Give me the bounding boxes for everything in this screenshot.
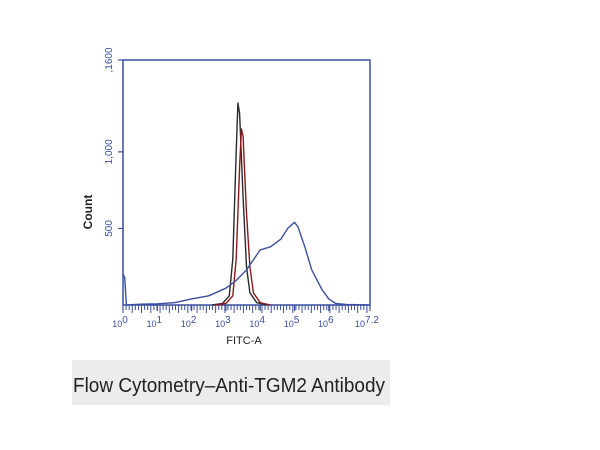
x-tick-label: 100 <box>112 315 128 329</box>
x-tick-base: 10 <box>112 319 122 329</box>
x-tick-label: 102 <box>181 315 197 329</box>
x-tick-exponent: 3 <box>225 315 231 326</box>
x-tick-label: 101 <box>147 315 163 329</box>
y-axis-label: Count <box>81 195 95 230</box>
x-tick-label: 107.2 <box>355 315 379 329</box>
x-tick-base: 10 <box>147 319 157 329</box>
caption: Flow Cytometry–Anti-TGM2 Antibody <box>73 375 385 397</box>
x-axis-label: FITC-A <box>226 335 262 347</box>
x-tick-label: 104 <box>249 315 265 329</box>
x-tick-base: 10 <box>284 319 294 329</box>
histogram-line <box>122 221 371 306</box>
x-tick-exponent: 0 <box>122 315 128 326</box>
y-tick-label: 1,000 <box>104 139 115 164</box>
x-tick-exponent: 4 <box>259 315 265 326</box>
caption-band <box>72 360 390 405</box>
x-tick-base: 10 <box>181 319 191 329</box>
y-tick-label: ,1600 <box>104 47 115 72</box>
x-tick-base: 10 <box>318 319 328 329</box>
x-tick-exponent: 1 <box>157 315 163 326</box>
x-tick-label: 103 <box>215 315 231 329</box>
x-tick-label: 105 <box>284 315 300 329</box>
x-tick-exponent: 7.2 <box>365 315 379 326</box>
x-tick-exponent: 5 <box>294 315 300 326</box>
x-tick-exponent: 2 <box>191 315 197 326</box>
y-tick-label: 500 <box>104 220 115 237</box>
histogram-line <box>212 102 268 306</box>
x-tick-label: 106 <box>318 315 334 329</box>
x-tick-base: 10 <box>355 319 365 329</box>
x-tick-base: 10 <box>215 319 225 329</box>
x-tick-exponent: 6 <box>328 315 334 326</box>
histogram-line <box>215 128 271 306</box>
x-tick-base: 10 <box>249 319 259 329</box>
